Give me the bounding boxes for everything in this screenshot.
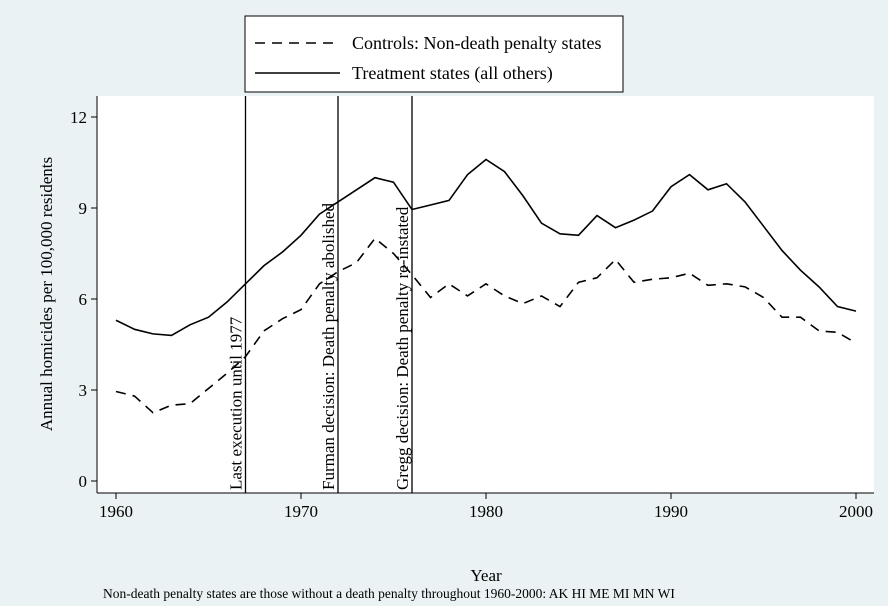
x-tick-label: 2000	[839, 502, 873, 521]
y-tick-label: 0	[79, 472, 88, 491]
plot-area	[97, 96, 874, 493]
x-tick-label: 1990	[654, 502, 688, 521]
x-tick-label: 1960	[99, 502, 133, 521]
x-tick-label: 1970	[284, 502, 318, 521]
y-axis-title: Annual homicides per 100,000 residents	[37, 157, 56, 431]
series-line	[115, 237, 857, 414]
y-tick-label: 9	[79, 199, 88, 218]
legend-label: Controls: Non-death penalty states	[352, 33, 601, 53]
series-line	[115, 158, 857, 337]
y-tick-label: 6	[79, 290, 88, 309]
legend-label: Treatment states (all others)	[352, 63, 553, 84]
x-axis-title: Year	[470, 566, 502, 585]
y-tick-label: 3	[79, 381, 88, 400]
y-tick-label: 12	[70, 108, 87, 127]
event-label: Furman decision: Death penalty abolished	[319, 202, 338, 490]
note: Non-death penalty states are those witho…	[103, 586, 675, 601]
x-tick-label: 1980	[469, 502, 503, 521]
event-label: Gregg decision: Death penalty re-instate…	[393, 206, 412, 490]
legend-box	[244, 15, 624, 93]
event-label: Last execution until 1977	[227, 316, 246, 490]
